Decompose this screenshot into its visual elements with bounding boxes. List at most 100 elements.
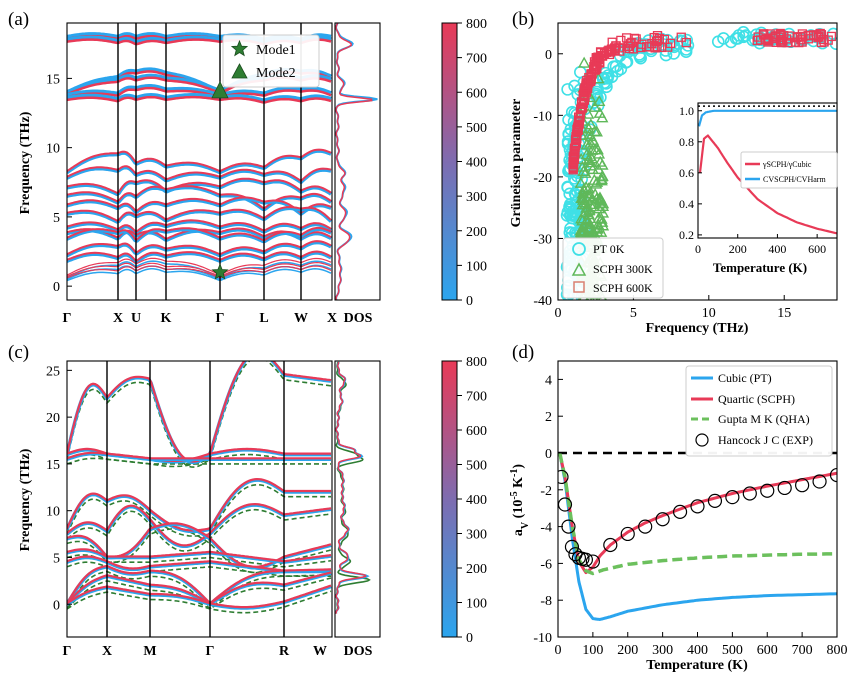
exp-data-point (620, 526, 635, 542)
inset-ytick-label: 0.8 (679, 135, 694, 149)
scph-300k-point (583, 218, 597, 230)
scph-600k-point (823, 35, 833, 45)
exp-data-point (812, 474, 827, 489)
exp-data-point (777, 480, 792, 496)
ytick-label: 0 (545, 48, 552, 63)
band-a-cold (67, 149, 332, 175)
scph-300k-point (596, 158, 609, 170)
ytick-label: 0 (53, 598, 60, 613)
ytick-label: 2 (545, 410, 552, 425)
cbar-tick-label: 600 (466, 424, 487, 439)
kpoint-label: W (294, 311, 308, 326)
ytick-label: 20 (46, 411, 60, 426)
ytick-label: -40 (533, 294, 552, 309)
band-a-hot (67, 196, 332, 214)
band-c-hot (67, 548, 332, 563)
band-a-hot (67, 250, 332, 262)
cbar-tick-label: 200 (466, 562, 487, 577)
panel-a-dos-label: DOS (344, 311, 373, 326)
inset-xtick-label: 400 (768, 242, 786, 256)
legend-square-icon (573, 281, 585, 293)
scph-600k-point (579, 95, 589, 105)
kpoint-label: Γ (63, 644, 72, 659)
panel-a-dos-frame (334, 22, 381, 301)
kpoint-label: K (161, 311, 172, 326)
kpoint-label: L (259, 311, 268, 326)
band-a-acoustic-hot (67, 265, 332, 279)
band-c-hot (67, 571, 332, 605)
cbar-tick-label: 300 (466, 528, 487, 543)
scph-600k-point (628, 44, 639, 54)
scph-600k-point (606, 45, 616, 55)
scph-600k-point (813, 31, 824, 41)
inset-series-line (698, 134, 838, 235)
xtick-label: 700 (792, 643, 813, 658)
scph-300k-point (588, 187, 602, 200)
legend-exp: Hancock J C (EXP) (718, 433, 813, 447)
kpoint-label: Γ (206, 644, 215, 659)
scph-300k-point (596, 219, 610, 231)
band-c-hot (67, 451, 331, 460)
scph-600k-point (584, 72, 594, 83)
inset-ytick-label: 0.2 (679, 228, 694, 242)
scph-600k-point (755, 35, 766, 45)
scph-600k-point (777, 35, 787, 45)
cbar-tick-label: 400 (466, 156, 487, 171)
band-c-qha (67, 508, 332, 552)
cbar-tick-label: 200 (466, 225, 487, 240)
scph-300k-point (584, 156, 597, 168)
scph-600k-point (645, 42, 655, 52)
scph-600k-point (569, 149, 579, 159)
scph-600k-point (676, 32, 686, 42)
pt-0k-point (561, 181, 575, 194)
band-a-hot (67, 165, 332, 182)
panel-b-xlabel: Frequency (THz) (646, 321, 749, 336)
scph-600k-point (616, 35, 626, 46)
cbar-tick-label: 700 (466, 390, 487, 405)
ytick-label: -4 (540, 521, 552, 536)
band-c-hot (67, 502, 332, 547)
band-c-qha (67, 457, 331, 465)
scph-300k-point (589, 177, 603, 189)
ytick-label: 10 (46, 142, 60, 157)
band-a-cold (67, 197, 332, 216)
band-a-hot (67, 226, 332, 241)
band-a-hot (67, 177, 332, 194)
scph-600k-point (625, 39, 636, 49)
band-a-hot (67, 95, 332, 104)
scph-300k-point (584, 221, 597, 233)
inset-ytick-label: 0.4 (679, 197, 694, 211)
scph-600k-point (818, 34, 828, 45)
pt-0k-point (711, 35, 725, 48)
cbar-tick-label: 100 (466, 597, 487, 612)
legend-scph-300k: SCPH 300K (593, 262, 653, 276)
panel-c-frame (66, 360, 333, 638)
exp-data-point (585, 554, 600, 569)
panel-d-label: (d) (512, 342, 534, 363)
ytick-label: 4 (545, 373, 552, 388)
cbar-tick-label: 800 (466, 17, 487, 32)
scph-600k-point (775, 32, 785, 42)
exp-data-point (829, 467, 837, 483)
ytick-label: 5 (53, 211, 60, 226)
scph-600k-point (652, 35, 663, 46)
cbar-tick-label: 100 (466, 259, 487, 274)
ytick-label: -10 (533, 109, 552, 124)
band-c-hot (67, 584, 332, 609)
exp-data-point (564, 539, 580, 554)
ytick-label: -6 (540, 557, 552, 572)
cbar-tick-label: 500 (466, 459, 487, 474)
scph-300k-point (593, 106, 606, 118)
kpoint-label: W (313, 644, 327, 659)
scph-300k-point (584, 159, 597, 171)
cbar-tick-label: 0 (466, 294, 473, 309)
exp-data-point (655, 512, 670, 527)
band-a-cold (67, 206, 332, 224)
scph-600k-point (603, 46, 613, 56)
kpoint-label: M (143, 644, 156, 659)
cbar-tick-label: 300 (466, 190, 487, 205)
ytick-label: 0 (545, 447, 552, 462)
pt-0k-point (746, 33, 760, 47)
band-a-cold (67, 165, 332, 185)
